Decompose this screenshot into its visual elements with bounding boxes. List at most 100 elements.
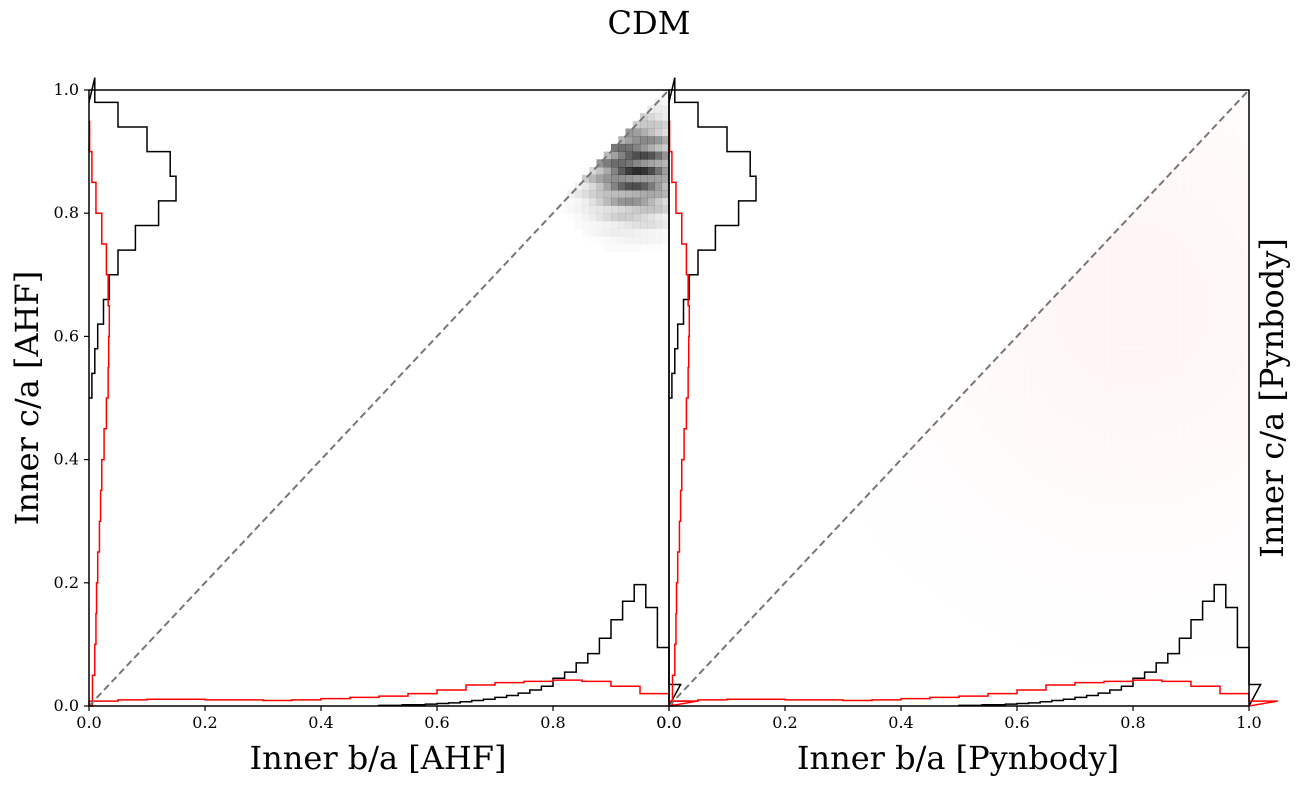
right-heatmap-cell — [1183, 359, 1192, 368]
right-heatmap-cell — [988, 467, 996, 475]
right-heatmap-cell — [952, 668, 960, 676]
right-heatmap-cell — [1104, 698, 1112, 706]
right-heatmap-cell — [1017, 428, 1025, 437]
right-heatmap-cell — [1177, 506, 1185, 514]
right-heatmap-cell — [981, 544, 989, 552]
right-heatmap-cell — [1169, 213, 1177, 222]
right-heatmap-cell — [1147, 251, 1156, 260]
left-heatmap-cell — [596, 205, 605, 214]
right-heatmap-cell — [1191, 606, 1199, 614]
right-heatmap-cell — [1133, 321, 1141, 329]
right-heatmap-cell — [1133, 598, 1141, 606]
right-heatmap-cell — [1206, 606, 1214, 614]
right-heatmap-cell — [1075, 413, 1083, 422]
right-heatmap-cell — [1140, 374, 1148, 383]
right-heatmap-cell — [1075, 637, 1083, 645]
right-heatmap-cell — [988, 413, 996, 421]
right-heatmap-cell — [1212, 228, 1221, 237]
right-heatmap-cell — [1147, 305, 1156, 314]
right-heatmap-cell — [1169, 567, 1177, 575]
right-heatmap-cell — [1242, 544, 1250, 552]
right-heatmap-cell — [981, 421, 989, 429]
right-heatmap-cell — [1184, 567, 1192, 575]
right-heatmap-cell — [1227, 529, 1235, 537]
right-heatmap-cell — [1024, 514, 1032, 522]
right-heatmap-cell — [1039, 514, 1047, 522]
right-heatmap-cell — [1096, 259, 1105, 268]
right-heatmap-cell — [923, 467, 931, 475]
left-heatmap-cell — [625, 190, 634, 199]
right-heatmap-cell — [1220, 205, 1228, 214]
right-heatmap-cell — [1176, 159, 1185, 168]
right-heatmap-cell — [1198, 451, 1206, 460]
right-heatmap-cell — [901, 537, 909, 545]
right-heatmap-cell — [1140, 567, 1148, 575]
right-heatmap-cell — [923, 498, 931, 506]
left-heatmap-cell — [596, 190, 605, 199]
right-heatmap-cell — [930, 514, 938, 522]
right-heatmap-cell — [1148, 652, 1156, 660]
right-heatmap-cell — [1212, 413, 1221, 422]
right-heatmap-cell — [1140, 691, 1148, 699]
right-heatmap-cell — [1169, 274, 1177, 283]
right-heatmap-cell — [974, 575, 982, 583]
panel-left: 0.0 0.2 0.4 0.6 0.8 0.0 0.00.20.40.60.81.0 In… — [8, 77, 699, 777]
right-heatmap-cell — [1031, 336, 1040, 345]
right-heatmap-cell — [1089, 297, 1098, 306]
right-heatmap-cell — [974, 437, 982, 445]
right-heatmap-cell — [1111, 606, 1119, 614]
right-heatmap-cell — [1067, 321, 1076, 329]
right-heatmap-cell — [1061, 514, 1069, 522]
right-heatmap-cell — [974, 529, 982, 537]
right-heatmap-cell — [1111, 321, 1119, 329]
right-heatmap-cell — [858, 521, 866, 529]
right-heatmap-cell — [937, 521, 945, 529]
right-heatmap-cell — [1053, 475, 1061, 483]
right-heatmap-cell — [894, 490, 902, 498]
right-heatmap-cell — [821, 544, 829, 552]
right-heatmap-cell — [1068, 691, 1076, 699]
right-heatmap-cell — [1126, 567, 1134, 575]
right-heatmap-cell — [1133, 297, 1141, 306]
right-heatmap-cell — [1126, 560, 1134, 568]
left-heatmap-cell — [611, 213, 619, 222]
right-heatmap-cell — [1024, 567, 1032, 575]
right-heatmap-cell — [1133, 683, 1141, 691]
right-heatmap-cell — [1169, 259, 1177, 268]
right-heatmap-cell — [1111, 598, 1119, 606]
right-heatmap-cell — [966, 483, 974, 491]
right-heatmap-cell — [1125, 421, 1134, 430]
right-heatmap-cell — [1205, 259, 1214, 268]
right-heatmap-cell — [1046, 490, 1054, 498]
right-heatmap-cell — [1162, 698, 1170, 706]
right-heatmap-cell — [1242, 121, 1250, 129]
right-heatmap-cell — [887, 552, 895, 560]
right-heatmap-cell — [1075, 398, 1083, 406]
right-heatmap-cell — [1010, 575, 1018, 583]
right-heatmap-cell — [1198, 691, 1206, 699]
right-heatmap-cell — [1133, 336, 1141, 345]
right-heatmap-cell — [1183, 174, 1192, 183]
right-heatmap-cell — [1125, 398, 1134, 406]
right-heatmap-cell — [1118, 321, 1127, 329]
right-heatmap-cell — [952, 675, 960, 683]
right-heatmap-cell — [952, 437, 960, 445]
left-heatmap-cell — [654, 182, 663, 191]
right-heatmap-cell — [1205, 213, 1214, 222]
right-heatmap-cell — [1104, 451, 1112, 460]
right-x-tick-label: 0.2 — [772, 713, 797, 732]
left-heatmap-cell — [625, 228, 634, 237]
right-heatmap-cell — [1183, 220, 1192, 229]
right-heatmap-cell — [995, 475, 1003, 483]
right-heatmap-cell — [1104, 321, 1112, 329]
right-heatmap-cell — [966, 637, 974, 645]
right-heatmap-cell — [1133, 382, 1141, 391]
right-heatmap-cell — [1104, 529, 1112, 537]
right-heatmap-cell — [1082, 290, 1090, 299]
left-y-tick-label: 0.4 — [54, 450, 79, 469]
right-heatmap-cell — [829, 552, 837, 560]
right-heatmap-cell — [1082, 374, 1090, 383]
right-heatmap-cell — [1017, 567, 1025, 575]
right-heatmap-cell — [887, 598, 895, 606]
right-heatmap-cell — [1212, 213, 1221, 222]
